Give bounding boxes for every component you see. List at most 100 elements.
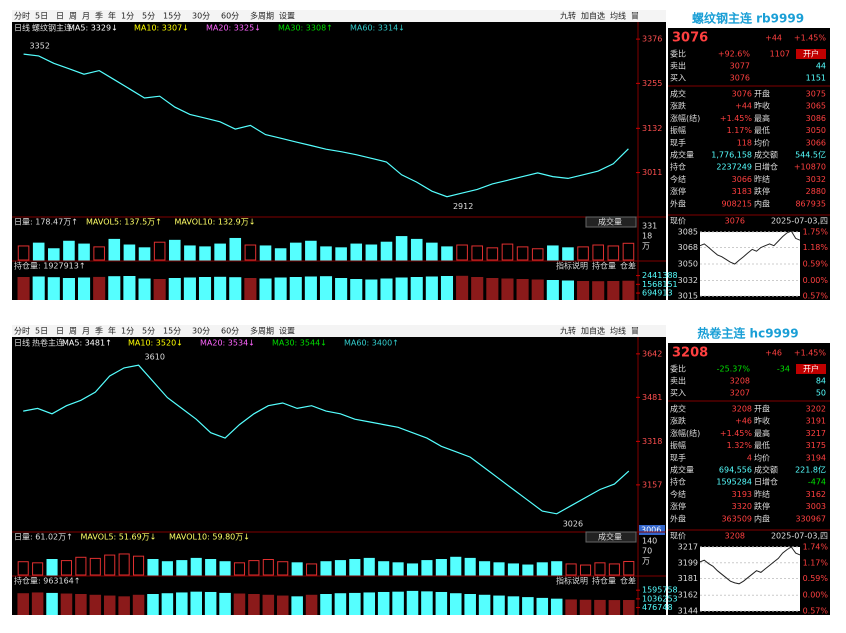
volume-bar (441, 246, 453, 261)
axis-marker: 3006 (641, 526, 661, 535)
toolbar-right-item[interactable]: 冒 (631, 327, 639, 336)
oi-bar (486, 278, 499, 300)
account-button[interactable]: 开户 (803, 49, 819, 59)
toolbar-item[interactable]: 年 (108, 326, 116, 336)
toolbar-item[interactable]: 15分 (163, 12, 181, 21)
row-label: 涨停 (670, 186, 686, 196)
toolbar-item[interactable]: 周 (69, 327, 77, 336)
toolbar-right-item[interactable]: 加自选 (581, 326, 605, 336)
toolbar-item[interactable]: 60分 (221, 327, 239, 336)
toolbar-item[interactable]: 月 (82, 327, 90, 336)
oi-bar (204, 591, 217, 615)
oi-button[interactable]: 指标说明 (556, 576, 588, 586)
oi-bar (190, 591, 202, 615)
row-value: 221.8亿 (795, 465, 826, 475)
oi-button[interactable]: 仓差 (620, 576, 636, 586)
toolbar-item[interactable]: 设置 (279, 326, 295, 336)
toolbar-item[interactable]: 分时 (14, 326, 30, 336)
oi-button[interactable]: 指标说明 (556, 261, 588, 271)
oi-tick-label: 2441388 (642, 271, 678, 280)
toolbar-item[interactable]: 30分 (192, 327, 210, 336)
oi-button[interactable]: 仓差 (620, 261, 636, 271)
toolbar-item[interactable]: 5分 (142, 327, 155, 336)
price-tick-label: 3255 (642, 79, 662, 88)
volume-bar (75, 556, 87, 576)
volume-bar (464, 557, 476, 576)
intraday-tick-label: 3199 (678, 558, 698, 567)
oi-bar (219, 592, 231, 615)
oi-bar (319, 276, 333, 300)
quote-change: +46 (765, 349, 782, 358)
intraday-pct-label: 1.18% (803, 243, 829, 252)
oi-bar (531, 279, 544, 300)
row-value: 330967 (795, 514, 826, 523)
toolbar-item[interactable]: 30分 (192, 12, 210, 21)
row-label: 昨结 (754, 489, 770, 499)
toolbar-item[interactable]: 5分 (142, 12, 155, 21)
volume-bar (320, 246, 332, 261)
toolbar-right-item[interactable]: 均线 (610, 326, 626, 336)
toolbar-right-item[interactable]: 九转 (560, 11, 576, 21)
oi-button[interactable]: 持仓量 (592, 576, 616, 586)
toolbar-item[interactable]: 日 (56, 12, 64, 21)
row-value: 3066 (732, 175, 752, 184)
quote-title-bg (668, 325, 830, 343)
toolbar-item[interactable]: 15分 (163, 327, 181, 336)
row-label: 最高 (754, 428, 770, 438)
quote-pct: +1.45% (794, 34, 827, 43)
volume-button[interactable]: 成交量 (598, 217, 622, 227)
intraday-date: 2025-07-03,四 (771, 532, 828, 541)
oi-bar (153, 279, 166, 300)
volume-legend: MAVOL10: 59.80万↓ (169, 533, 250, 542)
toolbar-item[interactable]: 季 (95, 326, 103, 336)
toolbar-item[interactable]: 分时 (14, 11, 30, 21)
account-button-bg[interactable] (796, 49, 826, 59)
intraday-tick-label: 3144 (678, 607, 698, 616)
oi-tick-label: 1568151 (642, 280, 678, 289)
toolbar-item[interactable]: 月 (82, 12, 90, 21)
quote-price: 3208 (672, 346, 708, 361)
account-button[interactable]: 开户 (803, 364, 819, 374)
oi-bar (421, 591, 433, 615)
volume-button[interactable]: 成交量 (598, 532, 622, 542)
volume-bar (32, 562, 44, 576)
row-value: -474 (808, 478, 826, 487)
toolbar-item[interactable]: 年 (108, 11, 116, 21)
row-label: 日增仓 (754, 162, 778, 172)
row-label: 现手 (670, 137, 686, 147)
toolbar-item[interactable]: 设置 (279, 11, 295, 21)
intraday-pct-label: 1.74% (803, 543, 829, 552)
oi-bar (440, 276, 454, 300)
toolbar-right-item[interactable]: 九转 (560, 326, 576, 336)
toolbar-right-item[interactable]: 均线 (610, 11, 626, 21)
volume-bar (147, 559, 159, 576)
toolbar-item[interactable]: 5日 (35, 12, 48, 21)
row-value: 908215 (721, 199, 752, 208)
toolbar-right-item[interactable]: 冒 (631, 12, 639, 21)
toolbar-item[interactable]: 1分 (121, 327, 134, 336)
toolbar-item[interactable]: 周 (69, 12, 77, 21)
oi-bar (274, 277, 287, 300)
toolbar-item[interactable]: 1分 (121, 12, 134, 21)
toolbar-right-item[interactable]: 加自选 (581, 11, 605, 21)
account-button-bg[interactable] (796, 364, 826, 374)
intraday-pct-label: 0.59% (803, 574, 829, 583)
toolbar-item[interactable]: 60分 (221, 12, 239, 21)
oi-bar (161, 593, 174, 615)
intraday-tick-label: 3015 (678, 292, 698, 301)
volume-bar (289, 242, 302, 261)
row-label: 振幅 (670, 125, 686, 135)
volume-bar (118, 553, 130, 576)
toolbar-item[interactable]: 多周期 (250, 11, 274, 21)
intraday-pct-label: 0.57% (803, 292, 829, 301)
toolbar-item[interactable]: 日 (56, 327, 64, 336)
row-label: 昨收 (754, 101, 770, 111)
oi-button[interactable]: 持仓量 (592, 261, 616, 271)
volume-button-bg[interactable] (585, 531, 637, 543)
oi-tick-label: 1036253 (642, 594, 678, 603)
toolbar-item[interactable]: 5日 (35, 327, 48, 336)
oi-bar (276, 595, 289, 615)
volume-button-bg[interactable] (585, 216, 637, 228)
toolbar-item[interactable]: 多周期 (250, 326, 274, 336)
toolbar-item[interactable]: 季 (95, 11, 103, 21)
